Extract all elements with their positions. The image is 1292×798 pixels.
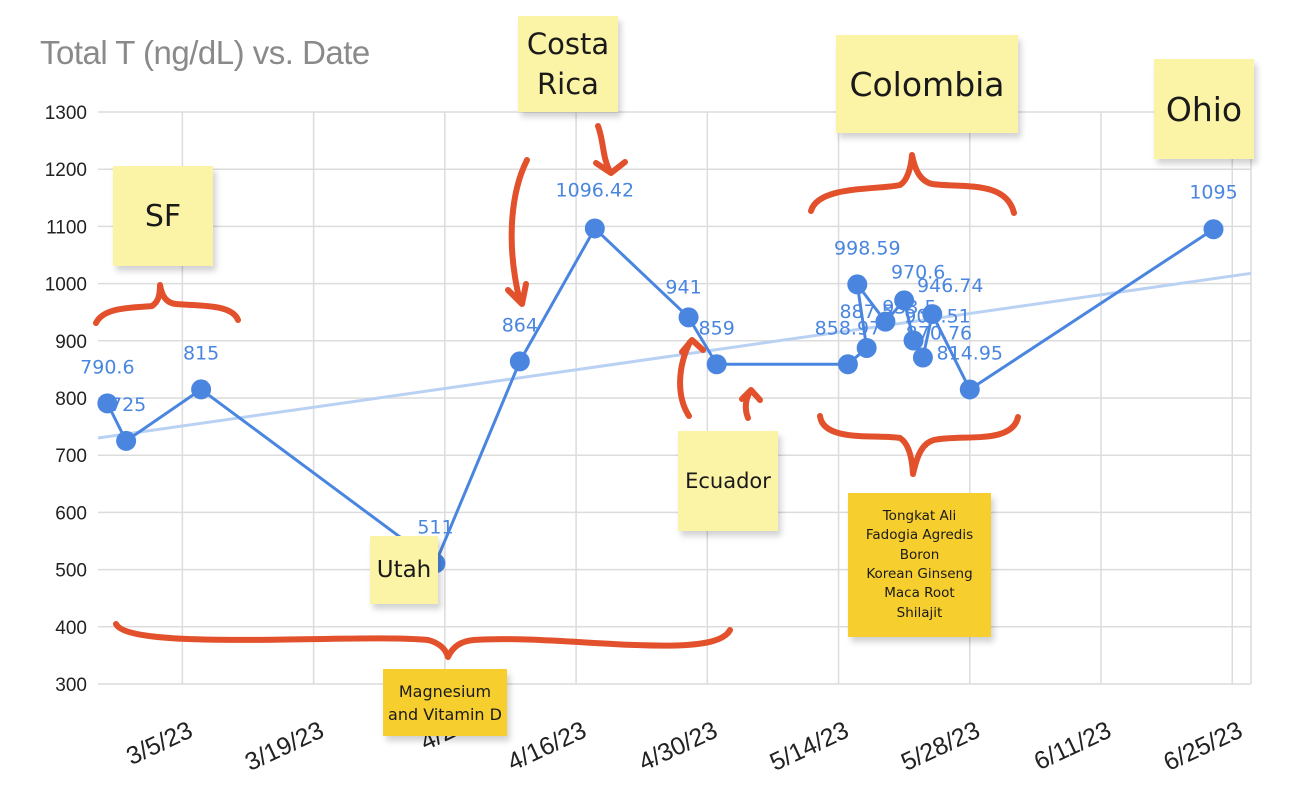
data-point bbox=[959, 379, 980, 400]
arrow-costa-rica bbox=[593, 123, 628, 176]
brace-bottom-long bbox=[113, 621, 733, 660]
data-label: 815 bbox=[183, 342, 219, 364]
y-tick-label: 300 bbox=[55, 675, 87, 696]
note-ecuador-text: Ecuador bbox=[685, 469, 771, 493]
note-colombia-text: Colombia bbox=[849, 64, 1005, 104]
note-supplements-text: Tongkat Ali Fadogia Agredis Boron Korean… bbox=[865, 508, 974, 621]
x-tick-label: 4/16/23 bbox=[503, 716, 590, 777]
handwritten-annotations bbox=[93, 123, 1021, 660]
x-tick-label: 3/5/23 bbox=[122, 716, 197, 771]
data-point bbox=[509, 351, 530, 372]
x-tick-label: 6/11/23 bbox=[1030, 716, 1116, 776]
y-tick-label: 600 bbox=[55, 503, 87, 524]
arrow-ecuador-left bbox=[677, 337, 706, 419]
data-point bbox=[706, 354, 727, 375]
data-point bbox=[97, 393, 118, 414]
chart-title: Total T (ng/dL) vs. Date bbox=[40, 34, 370, 71]
arrow-utah-spike bbox=[505, 157, 530, 307]
data-label: 790.6 bbox=[80, 356, 134, 378]
y-tick-label: 400 bbox=[55, 618, 87, 639]
data-label: 998.59 bbox=[834, 237, 900, 259]
y-tick-label: 700 bbox=[55, 446, 87, 467]
data-label: 933.5 bbox=[882, 297, 936, 319]
note-ohio-text: Ohio bbox=[1165, 89, 1243, 129]
data-point bbox=[837, 354, 858, 375]
note-utah: Utah bbox=[370, 536, 438, 604]
y-tick-label: 1200 bbox=[45, 160, 87, 181]
data-label: 946.74 bbox=[917, 275, 983, 297]
x-tick-label: 3/19/23 bbox=[241, 716, 328, 777]
grid-lines bbox=[98, 111, 1252, 685]
data-label: 511 bbox=[417, 516, 453, 538]
data-point bbox=[912, 347, 933, 368]
axis-tick-labels: 300 400 500 600 700 800 900 1000 1100 1200 1300 3/5… bbox=[45, 103, 1247, 777]
note-costa-rica-text: Costa Rica bbox=[526, 27, 610, 101]
x-tick-label: 5/14/23 bbox=[766, 716, 853, 777]
data-label: 900.51 bbox=[904, 306, 970, 328]
data-label: 725 bbox=[110, 394, 146, 416]
data-point bbox=[875, 311, 896, 332]
data-points bbox=[97, 218, 1224, 574]
data-point bbox=[116, 430, 137, 451]
note-costa-rica: Costa Rica bbox=[518, 16, 618, 112]
data-point bbox=[856, 337, 877, 358]
y-tick-label: 1000 bbox=[45, 275, 87, 296]
data-point bbox=[678, 307, 699, 328]
data-point bbox=[894, 290, 915, 311]
note-colombia: Colombia bbox=[836, 35, 1018, 133]
brace-colombia bbox=[808, 152, 1017, 216]
note-utah-text: Utah bbox=[376, 557, 432, 583]
arrow-ecuador-right bbox=[739, 387, 763, 421]
note-ohio: Ohio bbox=[1154, 59, 1254, 159]
x-tick-label: 5/28/23 bbox=[897, 716, 984, 777]
note-ecuador: Ecuador bbox=[678, 431, 778, 531]
note-magnesium: Magnesium and Vitamin D bbox=[383, 669, 507, 736]
note-supplements: Tongkat Ali Fadogia Agredis Boron Korean… bbox=[848, 493, 991, 637]
data-label: 859 bbox=[699, 317, 735, 339]
y-tick-label: 900 bbox=[55, 332, 87, 353]
brace-bottom-colombia bbox=[817, 413, 1021, 477]
data-point bbox=[903, 330, 924, 351]
data-label: 858.97 bbox=[815, 317, 881, 339]
data-label: 970.6 bbox=[891, 261, 945, 283]
data-label: 941 bbox=[665, 276, 701, 298]
y-tick-label: 1300 bbox=[45, 103, 87, 124]
data-label: 864 bbox=[502, 314, 538, 336]
data-label: 814.95 bbox=[937, 342, 1003, 364]
note-sf-text: SF bbox=[144, 198, 182, 234]
trendline-line bbox=[97, 271, 1252, 440]
note-sf: SF bbox=[113, 166, 213, 266]
y-tick-label: 1100 bbox=[46, 217, 87, 238]
x-tick-label: 6/25/23 bbox=[1159, 716, 1246, 777]
data-point bbox=[1203, 219, 1224, 240]
data-label: 887.5 bbox=[839, 301, 893, 323]
note-magnesium-text: Magnesium and Vitamin D bbox=[388, 681, 502, 724]
data-point bbox=[191, 379, 212, 400]
trendline bbox=[97, 271, 1252, 440]
data-label: 1095 bbox=[1189, 181, 1237, 203]
data-label: 870.76 bbox=[906, 323, 972, 345]
y-tick-label: 800 bbox=[55, 389, 87, 410]
data-point bbox=[847, 274, 868, 295]
data-label: 1096.42 bbox=[556, 179, 635, 201]
data-labels: 790.6 725 815 511 864 1096.42 941 859 858.97887.… bbox=[80, 179, 1238, 538]
x-tick-label: 4/30/23 bbox=[634, 716, 721, 777]
brace-sf bbox=[93, 282, 241, 326]
data-point bbox=[584, 218, 605, 239]
data-point bbox=[922, 304, 943, 325]
y-tick-label: 500 bbox=[55, 561, 87, 582]
